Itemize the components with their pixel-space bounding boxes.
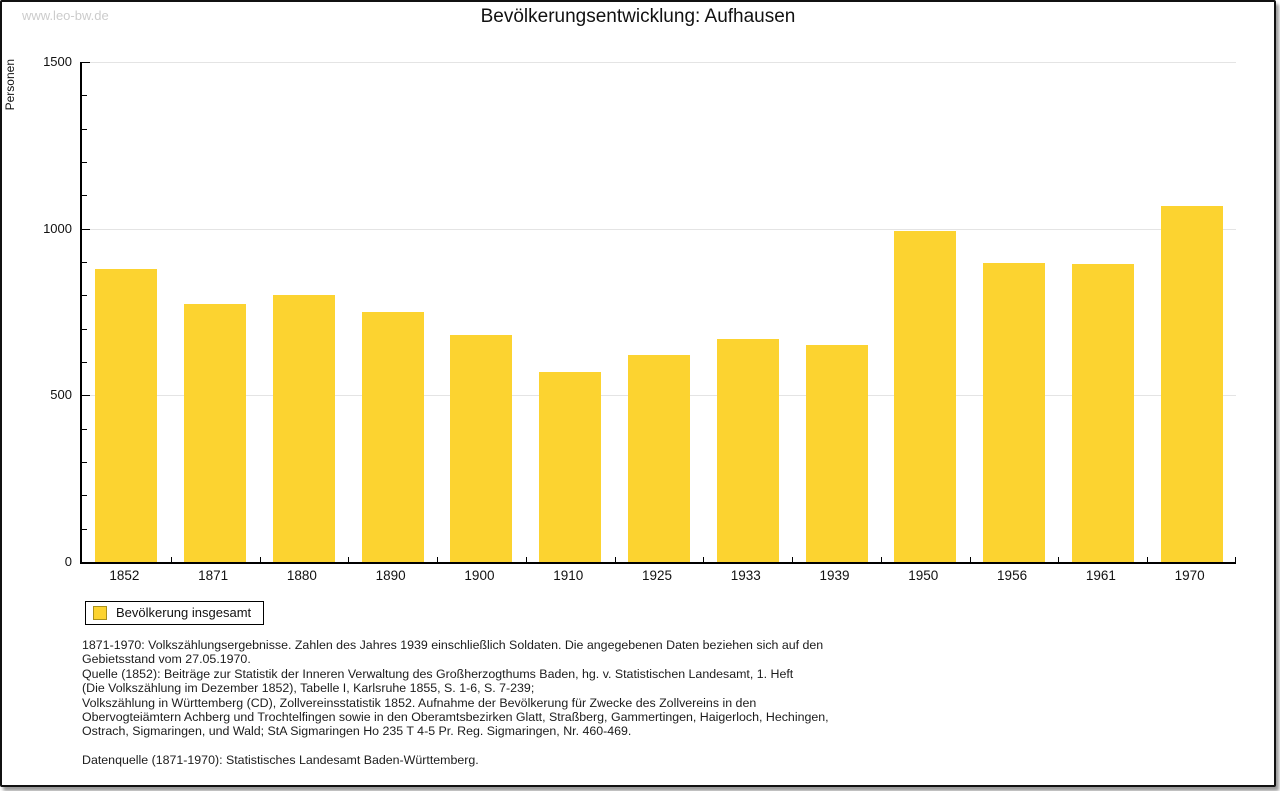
y-tick [82,228,90,230]
x-tick [703,557,705,562]
bar-1871 [184,303,247,562]
x-tick [437,557,439,562]
x-tick [348,557,350,562]
legend: Bevölkerung insgesamt [85,601,265,625]
x-tick-label: 1890 [375,568,406,583]
y-tick [82,195,87,197]
y-tick [82,495,87,497]
x-tick [525,557,527,562]
x-tick-label: 1956 [997,568,1028,583]
x-tick-label: 1910 [553,568,584,583]
y-tick [82,62,90,63]
bar-1852 [95,268,158,562]
footnote-line: 1871-1970: Volkszählungsergebnisse. Zahl… [82,638,824,652]
y-tick [82,328,87,330]
footnote-line: Obervogteiämtern Achberg und Trochtelfin… [82,710,829,725]
bar-1890 [361,312,424,562]
datasource-line: Datenquelle (1871-1970): Statistisches L… [82,752,479,767]
plot-area [80,62,1236,564]
x-tick [880,557,882,562]
y-tick [82,162,87,163]
footnote-line: Gebietsstand vom 27.05.1970. [82,652,251,667]
bar-1933 [716,338,779,562]
x-tick [1058,557,1060,562]
footnote-line: Quelle (1852): Beiträge zur Statistik de… [82,666,794,681]
x-tick [1235,557,1236,562]
x-tick [259,557,261,562]
y-tick [82,95,87,97]
x-tick-label: 1880 [286,568,317,583]
x-tick-label: 1939 [819,568,850,583]
bar-1900 [450,334,513,562]
x-tick-label: 1961 [1085,568,1116,583]
gridline [82,228,1236,230]
x-tick-label: 1933 [730,568,761,583]
y-tick-label: 1500 [43,54,72,69]
x-tick-label: 1852 [109,568,140,583]
x-tick-label: 1950 [908,568,939,583]
x-tick [969,557,971,562]
y-tick [82,128,87,130]
y-tick [82,295,87,297]
bar-1950 [894,231,957,562]
y-tick [82,362,87,363]
y-tick [82,428,87,430]
site-watermark: www.leo-bw.de [22,8,109,23]
x-tick-label: 1871 [198,568,229,583]
y-tick [82,395,90,397]
bar-1970 [1160,206,1223,562]
x-tick [792,557,794,562]
bar-1880 [272,295,335,562]
legend-swatch-icon [93,605,107,620]
y-tick [82,262,87,263]
y-tick-label: 500 [50,387,72,403]
bar-1961 [1071,264,1134,562]
footnotes: 1871-1970: Volkszählungsergebnisse. Zahl… [82,638,1212,767]
bar-1925 [628,355,690,562]
y-tick-label: 1000 [43,220,72,236]
bar-1939 [805,344,868,562]
footnote-line: (Die Volkszählung im Dezember 1852), Tab… [82,681,535,696]
y-tick-label: 0 [64,554,72,569]
bar-1956 [983,263,1046,562]
y-axis-label: Personen [3,59,17,111]
footnote-lines: 1871-1970: Volkszählungsergebnisse. Zahl… [82,638,1212,739]
bar-1910 [539,372,602,562]
footnote-line: Ostrach, Sigmaringen, und Wald; StA Sigm… [82,724,632,739]
x-tick-label: 1900 [464,568,495,583]
x-tick [170,557,172,562]
y-tick [82,528,87,530]
chart-title: Bevölkerungsentwicklung: Aufhausen [480,6,796,27]
x-tick-label: 1970 [1174,568,1205,583]
legend-label: Bevölkerung insgesamt [116,605,252,620]
gridline [82,62,1236,63]
x-tick [614,557,616,562]
footnote-line: Volkszählung in Württemberg (CD), Zollve… [82,695,757,710]
x-tick [1147,557,1149,562]
y-tick [82,462,87,463]
x-tick-label: 1925 [641,568,673,583]
